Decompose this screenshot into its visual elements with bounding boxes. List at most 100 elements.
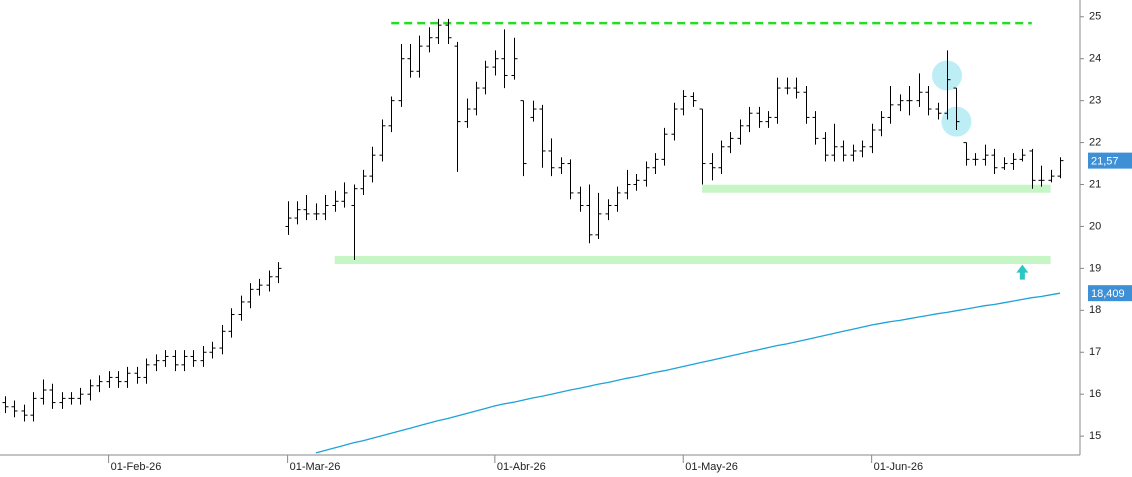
y-tick-label: 15 [1089, 430, 1101, 442]
ohlc-bar [454, 41, 461, 172]
ohlc-bar [595, 192, 602, 240]
y-tick-label: 17 [1089, 346, 1101, 358]
ohlc-bar [313, 203, 320, 221]
ohlc-bar [40, 379, 47, 405]
support-band [702, 184, 1051, 193]
y-tick-label: 23 [1089, 95, 1101, 107]
y-tick-label: 18 [1089, 304, 1101, 316]
ohlc-bar [784, 77, 791, 95]
ohlc-bar [190, 350, 197, 367]
ohlc-bar [1010, 153, 1017, 170]
ohlc-bar [134, 366, 141, 384]
ohlc-bar [718, 140, 725, 175]
ohlc-bar [11, 400, 18, 418]
ohlc-bar [482, 60, 489, 95]
ohlc-bar [756, 106, 763, 128]
ohlc-bar [944, 50, 951, 120]
ohlc-bar [925, 85, 932, 116]
ohlc-bar [709, 153, 716, 181]
y-tick-label: 25 [1089, 11, 1101, 23]
ohlc-bar [953, 87, 960, 130]
ohlc-bar [426, 27, 433, 53]
last-value-label: 21,57 [1091, 156, 1119, 168]
x-tick-label: 01-Feb-26 [111, 461, 162, 473]
ohlc-bar [256, 278, 263, 296]
ohlc-bar [247, 283, 254, 309]
last-value-box [1088, 285, 1132, 302]
ohlc-bar [219, 325, 226, 355]
y-tick-label: 20 [1089, 220, 1101, 232]
ohlc-bar [49, 383, 56, 409]
ohlc-bar [520, 100, 527, 177]
ohlc-bar [530, 100, 537, 122]
ohlc-bar [294, 201, 301, 225]
ohlc-bar [727, 132, 734, 154]
ohlc-bar [1057, 157, 1064, 179]
ohlc-bar [379, 119, 386, 162]
x-tick-label: 01-May-26 [685, 461, 738, 473]
ohlc-bar [558, 157, 565, 175]
ohlc-bar [143, 358, 150, 384]
ohlc-bar [765, 111, 772, 128]
ohlc-bar [680, 90, 687, 116]
ohlc-bar [501, 29, 508, 89]
ohlc-bar [435, 18, 442, 45]
ohlc-bar [388, 96, 395, 133]
ohlc-bar [746, 106, 753, 133]
ohlc-bar [1029, 148, 1036, 189]
ohlc-bar [77, 387, 84, 405]
y-tick-label: 22 [1089, 136, 1101, 148]
y-tick-label: 24 [1089, 53, 1101, 65]
ohlc-bar [285, 201, 292, 235]
ohlc-bar [303, 195, 310, 221]
ohlc-bar [464, 98, 471, 128]
ohlc-bar [1001, 157, 1008, 170]
ohlc-bar [661, 127, 668, 166]
ohlc-bar [567, 159, 574, 200]
ohlc-bar [1048, 169, 1055, 183]
ohlc-bar [115, 371, 122, 388]
ohlc-bar [671, 102, 678, 141]
x-tick-label: 01-Mar-26 [290, 461, 341, 473]
ohlc-bar [238, 295, 245, 321]
ohlc-bar [1038, 165, 1045, 187]
ohlc-bar [1019, 148, 1026, 162]
last-value-label: 18,409 [1091, 288, 1125, 300]
ohlc-bar [275, 262, 282, 284]
ohlc-bar [68, 392, 75, 405]
ohlc-bar [398, 44, 405, 107]
ohlc-bar [887, 85, 894, 124]
ohlc-bar [322, 195, 329, 221]
ohlc-bar [87, 379, 94, 401]
ohlc-bar [266, 270, 273, 292]
ohlc-bar [850, 144, 857, 162]
ohlc-bar [586, 184, 593, 244]
ohlc-bar [209, 341, 216, 359]
ohlc-bar [351, 184, 358, 260]
ohlc-bar [124, 366, 131, 388]
ohlc-bar [982, 144, 989, 166]
ohlc-bar [200, 345, 207, 367]
ohlc-bar [822, 132, 829, 162]
ohlc-bar [106, 371, 113, 388]
ohlc-bar [96, 375, 103, 393]
ohlc-bar [624, 169, 631, 200]
ohlc-bar [369, 146, 376, 183]
ohlc-bar [492, 50, 499, 76]
ohlc-bar [643, 161, 650, 187]
y-tick-label: 19 [1089, 262, 1101, 274]
ohlc-bar [699, 108, 706, 185]
ohlc-bar [59, 392, 66, 409]
ohlc-bar [869, 123, 876, 154]
x-tick-label: 01-Abr-26 [497, 461, 546, 473]
ohlc-bar [897, 94, 904, 112]
ohlc-bar [652, 153, 659, 175]
ohlc-bar [972, 153, 979, 166]
ohlc-bar [812, 111, 819, 145]
ohlc-bar [181, 350, 188, 372]
ohlc-bar [614, 186, 621, 212]
support-band [334, 256, 1051, 264]
ohlc-bar [416, 35, 423, 78]
ohlc-bar [916, 73, 923, 107]
